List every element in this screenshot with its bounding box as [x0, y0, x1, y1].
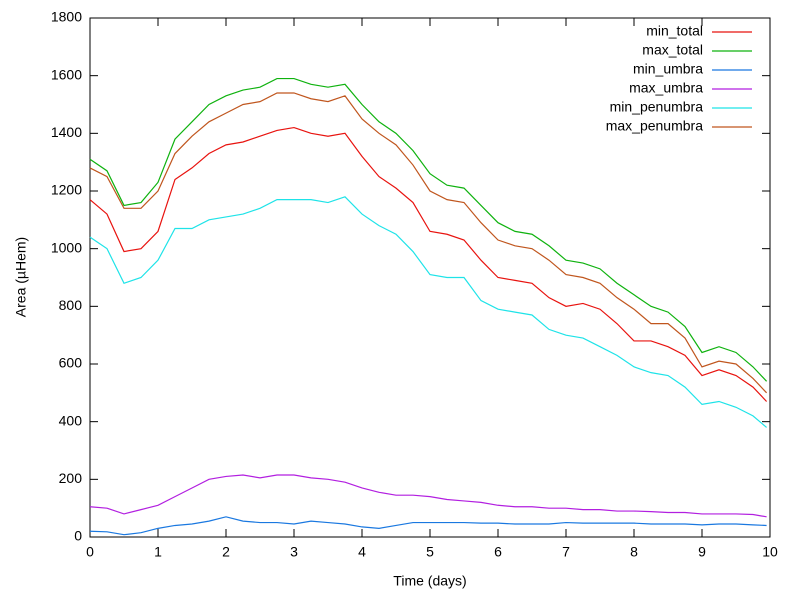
x-tick-label: 0: [86, 544, 94, 560]
legend-label: max_umbra: [629, 80, 703, 96]
x-tick-label: 5: [426, 544, 434, 560]
x-tick-label: 4: [358, 544, 366, 560]
y-tick-label: 1200: [51, 182, 82, 198]
legend-label: max_penumbra: [606, 118, 703, 134]
plot-frame: [89, 17, 771, 538]
y-tick-label: 0: [74, 528, 82, 544]
series-line: [89, 196, 767, 428]
x-tick-label: 3: [290, 544, 298, 560]
x-tick-label: 1: [154, 544, 162, 560]
y-axis-label: Area (µHem): [13, 237, 29, 317]
y-tick-label: 1600: [51, 66, 82, 82]
x-tick-label: 8: [630, 544, 638, 560]
y-tick-label: 600: [59, 355, 83, 371]
series-line: [89, 126, 768, 402]
series-line: [89, 92, 768, 394]
x-tick-label: 10: [762, 544, 778, 560]
series-line: [89, 474, 767, 518]
x-tick-label: 9: [698, 544, 706, 560]
x-tick-label: 7: [562, 544, 570, 560]
series-line: [89, 77, 768, 382]
y-tick-label: 1000: [51, 239, 82, 255]
x-axis-label: Time (days): [393, 573, 466, 589]
y-tick-label: 1400: [51, 124, 82, 140]
legend-label: min_total: [646, 23, 703, 39]
x-tick-label: 6: [494, 544, 502, 560]
legend-label: min_penumbra: [610, 99, 704, 115]
y-tick-label: 400: [59, 412, 83, 428]
y-tick-label: 1800: [51, 9, 82, 25]
x-tick-label: 2: [222, 544, 230, 560]
series-line: [89, 516, 767, 536]
legend-label: min_umbra: [633, 61, 703, 77]
legend-label: max_total: [642, 42, 703, 58]
y-tick-label: 800: [59, 297, 83, 313]
y-tick-label: 200: [59, 470, 83, 486]
